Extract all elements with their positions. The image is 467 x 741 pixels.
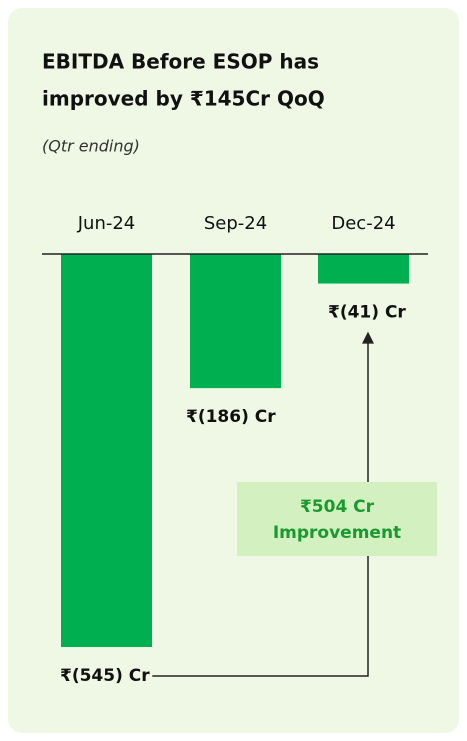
- chart-title: improved by ₹145Cr QoQ: [42, 87, 325, 111]
- bar: [61, 254, 152, 647]
- chart-title: EBITDA Before ESOP has: [42, 50, 319, 74]
- annotation: ₹504 Cr: [300, 497, 375, 517]
- x-tick-label: Dec-24: [331, 213, 395, 234]
- arrow-line: [152, 341, 369, 677]
- bar: [190, 254, 281, 389]
- arrow-head: [362, 331, 374, 344]
- value-label: ₹(41) Cr: [328, 303, 406, 323]
- x-tick-label: Sep-24: [204, 213, 267, 234]
- annotation-box: [237, 482, 437, 556]
- annotation: Improvement: [273, 523, 401, 543]
- chart-subtitle: (Qtr ending): [42, 137, 140, 156]
- bar: [318, 254, 409, 284]
- value-label: ₹(186) Cr: [186, 407, 276, 427]
- x-tick-label: Jun-24: [77, 213, 136, 234]
- value-label: ₹(545) Cr: [60, 666, 150, 686]
